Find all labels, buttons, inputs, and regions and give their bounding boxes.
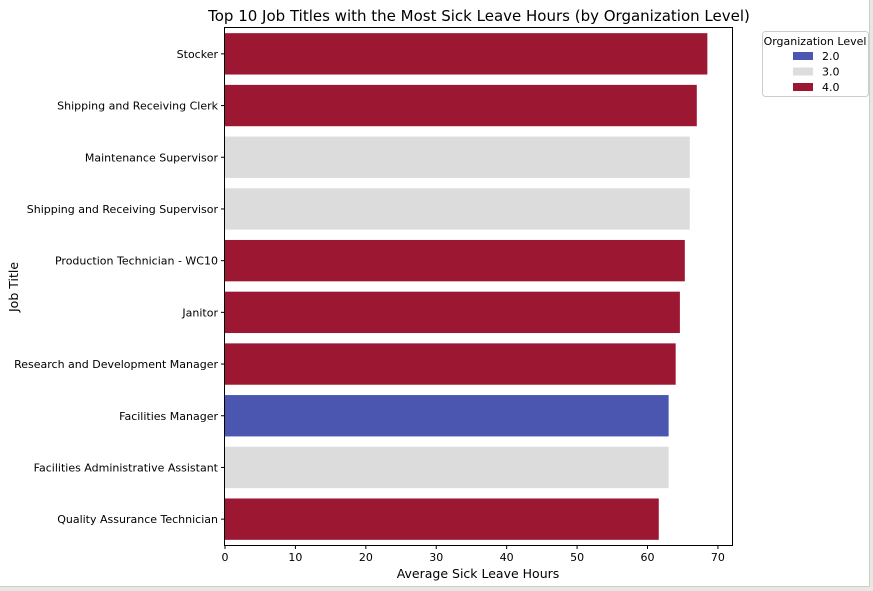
legend-label: 3.0: [822, 66, 840, 79]
bar: [225, 498, 659, 540]
y-tick-label: Quality Assurance Technician: [57, 513, 218, 526]
chart-title: Top 10 Job Titles with the Most Sick Lea…: [207, 7, 750, 25]
legend-swatch: [793, 83, 813, 91]
bar: [225, 446, 669, 489]
plot-frame: [224, 27, 733, 546]
x-tick-label: 70: [711, 551, 725, 564]
y-tick-label: Janitor: [181, 306, 218, 319]
y-tick-label: Facilities Administrative Assistant: [34, 461, 219, 474]
bar: [225, 395, 669, 437]
bars-group: [225, 33, 708, 540]
x-tick-labels: 0 10 20 30 40 50 60 70: [222, 545, 725, 564]
bar: [225, 136, 690, 178]
y-tick-label: Production Technician - WC10: [55, 255, 218, 268]
y-tick-label: Facilities Manager: [119, 410, 218, 423]
y-tick-label: Shipping and Receiving Supervisor: [27, 203, 219, 216]
y-tick-label: Shipping and Receiving Clerk: [57, 100, 219, 113]
x-tick-label: 40: [500, 551, 514, 564]
x-tick-label: 50: [570, 551, 584, 564]
x-axis-label: Average Sick Leave Hours: [397, 566, 560, 581]
legend-label: 4.0: [822, 81, 840, 94]
bar: [225, 33, 708, 75]
bar: [225, 84, 697, 127]
y-tick-labels: Stocker Shipping and Receiving Clerk Maint…: [14, 48, 225, 526]
legend-label: 2.0: [822, 50, 840, 63]
legend-swatch: [793, 52, 813, 60]
x-tick-label: 20: [359, 551, 373, 564]
y-tick-label: Maintenance Supervisor: [85, 151, 219, 164]
legend-box: [762, 31, 869, 97]
x-tick-label: 60: [641, 551, 655, 564]
y-axis-label: Job Title: [6, 262, 21, 313]
y-tick-label: Research and Development Manager: [14, 358, 218, 371]
legend-title: Organization Level: [764, 35, 867, 48]
x-tick-label: 30: [429, 551, 443, 564]
bar: [225, 343, 676, 385]
bar: [225, 239, 685, 282]
bar: [225, 291, 680, 334]
x-tick-label: 10: [288, 551, 302, 564]
legend: Organization Level 2.0 3.0 4.0: [762, 31, 869, 97]
y-tick-label: Stocker: [177, 48, 219, 61]
legend-swatch: [793, 67, 813, 76]
x-tick-label: 0: [222, 551, 229, 564]
bar: [225, 188, 690, 230]
